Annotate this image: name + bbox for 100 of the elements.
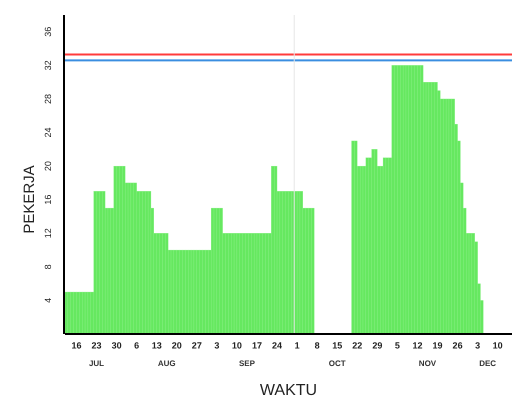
bar <box>271 166 274 334</box>
bar <box>394 65 398 334</box>
bar <box>400 65 404 334</box>
bar <box>428 82 432 334</box>
bar <box>225 233 228 334</box>
bar <box>119 166 122 334</box>
x-tick-label: 8 <box>314 340 320 350</box>
bar <box>234 233 238 334</box>
bar <box>165 233 168 334</box>
bar <box>280 191 283 334</box>
y-tick-label: 24 <box>43 128 53 138</box>
y-tick-label: 8 <box>43 264 53 270</box>
x-tick-label: 1 <box>294 340 300 350</box>
bar <box>216 208 220 334</box>
bar <box>288 191 292 334</box>
bar <box>130 182 134 334</box>
bar <box>79 292 82 334</box>
y-tick-label: 32 <box>43 60 53 70</box>
bar <box>196 250 200 334</box>
bar <box>139 191 143 334</box>
bar <box>194 250 197 334</box>
bar <box>386 158 389 334</box>
bar <box>142 191 146 334</box>
bar <box>170 250 174 334</box>
bar <box>96 191 100 334</box>
bar <box>114 166 117 334</box>
y-tick-label: 4 <box>43 298 53 303</box>
bar <box>448 98 452 334</box>
x-tick-label: 15 <box>332 340 342 350</box>
bar <box>406 65 409 334</box>
bar <box>176 250 180 334</box>
bar <box>68 292 71 334</box>
bar <box>412 65 415 334</box>
x-tick-label: 10 <box>492 340 503 350</box>
bar <box>102 191 106 334</box>
bar <box>426 82 430 334</box>
x-tick-label: 3 <box>475 340 480 350</box>
text: NOV <box>418 359 437 368</box>
y-axis-title: PEKERJA <box>21 165 38 234</box>
x-tick-label: 17 <box>252 340 262 350</box>
bar <box>472 233 475 334</box>
text: AUG <box>158 359 176 368</box>
bar <box>220 208 223 334</box>
bar <box>308 208 312 334</box>
bar <box>202 250 206 334</box>
bar <box>420 65 424 334</box>
bar <box>84 292 88 334</box>
bar <box>282 191 286 334</box>
bar <box>214 208 218 334</box>
bar <box>128 182 132 334</box>
x-tick-label: 29 <box>372 340 382 350</box>
x-tick-label: 30 <box>112 340 122 350</box>
bar <box>236 233 240 334</box>
bar <box>382 158 386 334</box>
bar <box>70 292 74 334</box>
y-tick-label: 28 <box>43 94 53 104</box>
y-tick-label: 16 <box>43 194 53 205</box>
x-tick-label: 27 <box>192 340 202 350</box>
bar <box>99 191 102 334</box>
x-tick-label: 20 <box>172 340 182 350</box>
bar <box>408 65 412 334</box>
bar <box>256 233 260 334</box>
x-tick-label: 13 <box>152 340 162 350</box>
x-tick-label: 23 <box>92 340 102 350</box>
bar <box>374 149 378 334</box>
bar <box>300 191 303 334</box>
bar <box>245 233 249 334</box>
bar <box>88 292 91 334</box>
bar <box>260 233 263 334</box>
bar <box>228 233 232 334</box>
x-tick-label: 16 <box>71 340 82 350</box>
bar <box>134 182 137 334</box>
x-tick-label: 24 <box>272 340 282 350</box>
x-tick-label: 19 <box>432 340 443 350</box>
bar <box>452 98 455 334</box>
bar <box>354 140 358 334</box>
x-tick-label: 26 <box>452 340 463 350</box>
x-tick-label: 12 <box>412 340 422 350</box>
bar <box>311 208 314 334</box>
bar <box>251 233 254 334</box>
bar <box>162 233 166 334</box>
x-tick-label: 5 <box>394 340 400 350</box>
bar <box>351 140 355 334</box>
text: JUL <box>88 359 104 368</box>
text: DEC <box>479 359 496 368</box>
text: OCT <box>328 359 346 368</box>
bar <box>145 191 148 334</box>
bar <box>397 65 400 334</box>
bar <box>240 233 243 334</box>
x-tick-label: 3 <box>214 340 220 350</box>
y-tick-label: 12 <box>43 228 53 238</box>
bar <box>159 233 163 334</box>
bar <box>366 158 369 334</box>
bar <box>417 65 420 334</box>
y-tick-label: 20 <box>43 161 53 172</box>
x-axis-title: WAKTU <box>260 382 318 399</box>
bar <box>122 166 126 334</box>
bar <box>182 250 186 334</box>
y-tick-label: 36 <box>43 26 53 37</box>
bar <box>185 250 188 334</box>
